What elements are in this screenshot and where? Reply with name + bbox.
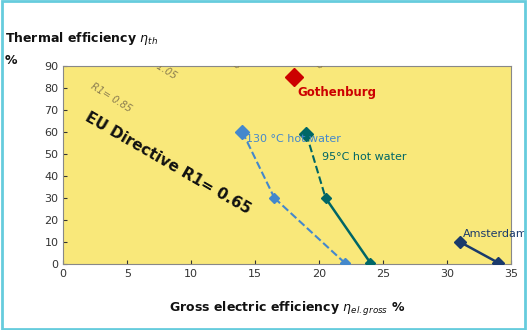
Text: R1= 0.85: R1= 0.85 (89, 82, 133, 115)
Text: Gross electric efficiency $\eta_{el.gross}$ %: Gross electric efficiency $\eta_{el.gros… (169, 300, 405, 318)
Text: R1= 1.25: R1= 1.25 (198, 39, 242, 72)
Text: R1= 1.05: R1= 1.05 (134, 49, 178, 82)
Text: Thermal efficiency $\eta_{th}$: Thermal efficiency $\eta_{th}$ (5, 30, 158, 48)
Text: Gothenburg: Gothenburg (297, 86, 376, 99)
Text: 130 °C hot water: 130 °C hot water (246, 134, 341, 144)
Text: EU Directive R1= 0.65: EU Directive R1= 0.65 (82, 109, 253, 216)
Text: 95°C hot water: 95°C hot water (322, 152, 406, 162)
Text: R1= 1.45: R1= 1.45 (281, 39, 325, 72)
Text: Amsterdam: Amsterdam (463, 229, 527, 239)
Text: %: % (5, 54, 17, 67)
